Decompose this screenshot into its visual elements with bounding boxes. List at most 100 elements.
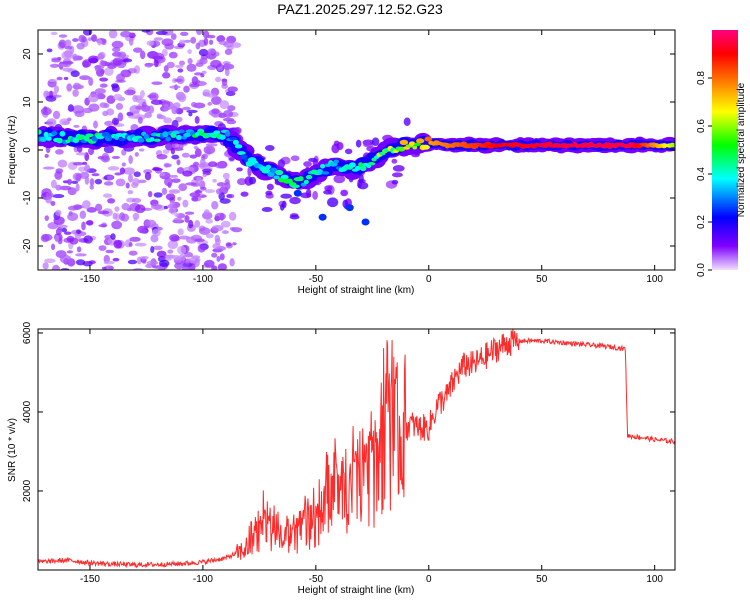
spectrogram-noise-cell	[58, 39, 67, 49]
spectrogram-noise-cell	[340, 189, 349, 197]
spectrogram-noise-cell	[178, 144, 184, 149]
spectrogram-ridge-cell	[178, 129, 185, 134]
snr-y-label: SNR (10 * v/v)	[7, 418, 18, 482]
spectrogram-noise-cell	[54, 234, 60, 243]
spectrogram-noise-cell	[141, 105, 151, 112]
spectrogram-ridge-cell	[412, 145, 418, 150]
spectrogram-noise-cell	[225, 242, 232, 247]
snr-y-ticks: 2000 4000 6000	[22, 321, 675, 502]
spectrogram-y-ticks: -20 -10 0 10 20	[22, 48, 675, 253]
spectrogram-noise-cell	[94, 64, 102, 73]
spectrogram-noise-cell	[178, 183, 188, 192]
spectrogram-noise-cell	[210, 59, 222, 68]
spectrogram-noise-cell	[152, 228, 161, 237]
spectrogram-noise-cell	[75, 183, 80, 192]
spectrogram-noise-cell	[139, 50, 146, 60]
spectrogram-noise-cell	[75, 253, 87, 257]
spectrogram-noise-cell	[163, 103, 169, 112]
spectrogram-noise-cell	[102, 193, 113, 198]
spectrogram-plot-area	[38, 30, 675, 270]
spectrogram-noise-cell	[195, 79, 200, 84]
spectrogram-noise-cell	[203, 259, 215, 268]
spectrogram-x-ticks: -150 -100 -50 0 50 100	[80, 30, 663, 285]
spectrogram-noise-cell	[99, 83, 108, 88]
spectrogram-noise-cell	[51, 264, 61, 270]
spectrogram-noise-cell	[151, 55, 164, 60]
colorbar-tick-label: 0.0	[696, 263, 707, 277]
spectrogram-noise-cell	[140, 90, 145, 98]
spectrogram-noise-cell	[184, 39, 191, 43]
spectrogram-noise-cell	[139, 255, 149, 260]
spectrogram-noise-cell	[312, 190, 319, 200]
spectrogram-noise-cell	[227, 193, 235, 199]
colorbar-label: Normalized spectral amplitude	[736, 82, 747, 217]
spectrogram-noise-cell	[202, 153, 208, 160]
spectrogram-noise-cell	[211, 200, 219, 210]
spectrogram-noise-cell	[223, 41, 234, 48]
spectrogram-ridge-cell	[232, 139, 239, 145]
spectrogram-noise-cell	[364, 141, 371, 147]
spectrogram-noise-cell	[303, 161, 312, 167]
spectrogram-noise-cell	[147, 190, 153, 198]
spectrogram-noise-cell	[61, 60, 74, 65]
spectrogram-ridge-cell	[303, 179, 309, 185]
spectrogram-noise-cell	[67, 212, 79, 222]
spectrogram-noise-cell	[226, 119, 237, 125]
spectrogram-noise-cell	[204, 189, 216, 194]
spectrogram-ridge-cell	[143, 133, 150, 140]
x-tick-label: 0	[426, 574, 432, 585]
spectrogram-noise-cell	[101, 266, 107, 270]
spectrogram-noise-cell	[201, 168, 212, 173]
spectrogram-noise-cell	[88, 77, 94, 86]
spectrogram-noise-cell	[261, 206, 273, 213]
spectrogram-noise-cell	[46, 118, 57, 127]
spectrogram-noise-cell	[112, 212, 118, 220]
spectrogram-ridge-cell	[298, 176, 304, 182]
spectrogram-noise-cell	[176, 159, 181, 166]
spectrogram-noise-cell	[55, 149, 64, 155]
spectrogram-noise-cell	[128, 242, 133, 247]
spectrogram-noise-cell	[157, 265, 165, 270]
spectrogram-noise-cell	[76, 246, 82, 253]
spectrogram-noise-cell	[179, 39, 186, 45]
spectrogram-noise-cell	[201, 70, 207, 75]
spectrogram-ridge-cell	[424, 136, 433, 142]
spectrogram-noise-cell	[144, 62, 153, 68]
spectrogram-noise-cell	[40, 233, 50, 243]
spectrogram-noise-cell	[88, 260, 96, 265]
spectrogram-noise-cell	[215, 188, 223, 195]
spectrogram-noise-cell	[223, 62, 230, 71]
spectrogram-noise-cell	[193, 161, 200, 167]
spectrogram-noise-cell	[196, 30, 203, 36]
spectrogram-noise-cell	[40, 107, 52, 116]
spectrogram-noise-cell	[290, 155, 300, 162]
spectrogram-noise-cell	[216, 35, 226, 43]
spectrogram-ridge-cell	[213, 130, 221, 135]
snr-panel: -150 -100 -50 0 50 100 2000 4000 6000 Height of…	[7, 321, 676, 596]
spectrogram-noise-cell	[188, 219, 194, 229]
spectrogram-noise-cell	[127, 190, 134, 195]
spectrogram-noise-cell	[184, 251, 194, 258]
spectrogram-noise-cell	[200, 186, 207, 191]
spectrogram-noise-cell	[324, 185, 333, 192]
spectrogram-noise-cell	[182, 170, 193, 177]
spectrogram-noise-cell	[44, 153, 49, 158]
spectrogram-noise-cell	[182, 265, 190, 270]
spectrogram-noise-cell	[91, 34, 98, 42]
spectrogram-noise-cell	[202, 211, 213, 220]
spectrogram-noise-cell	[111, 40, 124, 49]
spectrogram-noise-cell	[50, 179, 57, 189]
spectrogram-noise-cell	[70, 70, 80, 78]
spectrogram-noise-cell	[132, 47, 143, 53]
spectrogram-noise-cell	[52, 193, 65, 199]
spectrogram-noise-cell	[167, 249, 174, 254]
x-tick-label: -100	[193, 574, 213, 585]
spectrogram-noise-cell	[195, 42, 201, 50]
spectrogram-noise-cell	[163, 205, 168, 210]
x-tick-label: -50	[309, 574, 324, 585]
spectrogram-noise-cell	[205, 143, 218, 147]
spectrogram-noise-cell	[103, 181, 114, 186]
spectrogram-noise-cell	[146, 40, 155, 46]
spectrogram-noise-cell	[170, 33, 177, 41]
